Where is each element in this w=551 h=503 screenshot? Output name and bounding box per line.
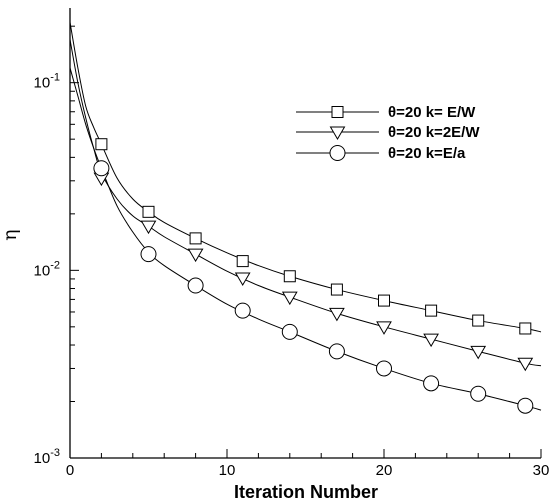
- y-axis-title: η: [0, 229, 21, 240]
- x-tick-label: 30: [533, 462, 550, 479]
- series-2-point: [423, 333, 439, 348]
- series-1-point: [330, 283, 343, 296]
- series-3-point: [234, 302, 251, 319]
- series-2-point: [140, 220, 157, 235]
- series-1-point: [142, 205, 155, 218]
- y-tick-label: 10-2: [34, 259, 60, 279]
- series-2-point: [517, 357, 534, 372]
- series-3-point: [376, 360, 392, 377]
- series-2-point: [329, 307, 345, 322]
- legend-label-1: θ=20 k= E/W: [388, 104, 476, 121]
- series-1-point: [378, 294, 390, 307]
- series-3-point: [93, 160, 110, 177]
- y-tick-label: 10-3: [34, 447, 60, 467]
- series-1-point: [189, 232, 202, 245]
- legend-label-2: θ=20 k=2E/W: [388, 124, 480, 141]
- series-1-point: [425, 304, 438, 317]
- legend-marker-2: [329, 126, 346, 140]
- x-axis-title: Iteration Number: [234, 482, 378, 502]
- series-3-point: [517, 397, 534, 414]
- legend-marker-1: [331, 106, 344, 118]
- x-tick-label: 10: [219, 462, 236, 479]
- series-2-line: [69, 39, 542, 367]
- y-tick-label: 10-1: [34, 72, 60, 92]
- series-3-point: [423, 375, 440, 392]
- series-3-point: [470, 385, 487, 402]
- series-1-point: [519, 322, 532, 335]
- series-2-point: [281, 291, 298, 306]
- series-2-point: [470, 345, 487, 360]
- series-2-point: [376, 321, 392, 335]
- series-2-point: [234, 272, 251, 287]
- series-1-point: [472, 314, 485, 327]
- series-3-point: [187, 277, 204, 294]
- series-3-point: [328, 343, 345, 360]
- series-1-point: [95, 138, 108, 151]
- x-tick-label: 0: [66, 462, 74, 479]
- legend-marker-3: [329, 145, 346, 161]
- legend-label-3: θ=20 k=E/a: [388, 145, 466, 162]
- series-1-line: [69, 22, 542, 333]
- series-3-point: [281, 323, 298, 340]
- series-1-point: [283, 270, 296, 283]
- series-1-point: [236, 255, 249, 268]
- x-tick-label: 20: [376, 462, 393, 479]
- series-3-point: [140, 246, 157, 263]
- series-2-point: [187, 248, 204, 263]
